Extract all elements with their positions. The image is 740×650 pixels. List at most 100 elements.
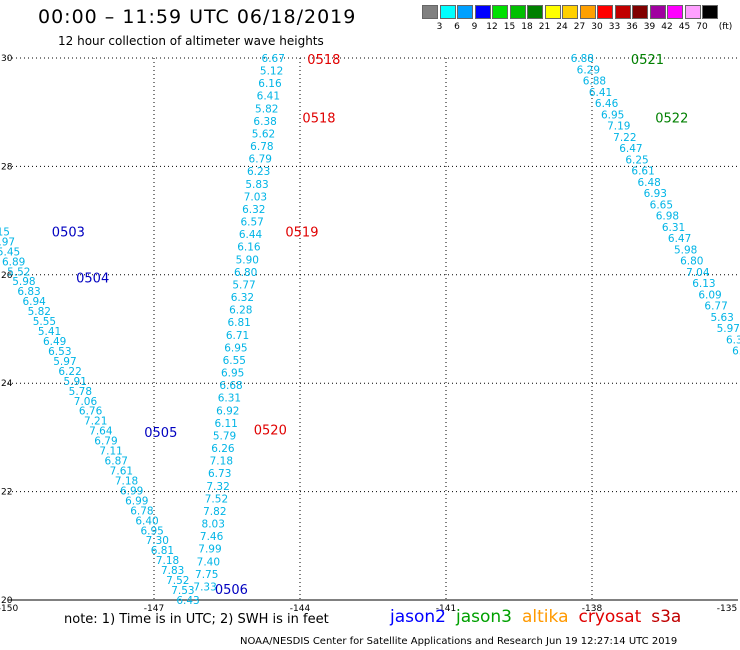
swh-value-label: 6.93 xyxy=(644,188,667,200)
legend-label: 21 xyxy=(538,22,551,32)
swh-value-label: 6.95 xyxy=(601,109,624,121)
legend-label: 33 xyxy=(608,22,621,32)
pass-number-label: 0505 xyxy=(144,426,177,441)
legend-swatch xyxy=(667,5,683,19)
lon-tick-label: -138 xyxy=(582,604,603,614)
swh-value-label: 6.46 xyxy=(595,98,619,110)
swh-value-label: 5.90 xyxy=(236,254,259,266)
legend-swatch xyxy=(544,5,561,19)
legend-swatch xyxy=(527,5,543,19)
swh-value-label: 6.81 xyxy=(227,317,250,329)
swh-value-label: 6.38 xyxy=(253,116,276,128)
swh-value-label: 6.67 xyxy=(262,53,285,65)
swh-value-label: 6.76 xyxy=(79,406,103,418)
footer-credit: NOAA/NESDIS Center for Satellite Applica… xyxy=(240,636,678,647)
swh-value-label: 6.94 xyxy=(22,296,46,308)
swh-value-label: 7.18 xyxy=(115,475,138,487)
swh-value-label: 7.03 xyxy=(244,191,267,203)
swh-value-label: 6.57 xyxy=(240,217,263,229)
swh-value-label: 6.95 xyxy=(221,368,244,380)
swh-value-label: 5.83 xyxy=(245,179,268,191)
track-b: 6.675.126.166.415.826.385.626.786.796.23… xyxy=(193,53,340,593)
lon-tick-label: -135 xyxy=(717,604,737,614)
note-text: note: 1) Time is in UTC; 2) SWH is in fe… xyxy=(64,612,329,627)
lat-tick-label: 30 xyxy=(1,54,13,64)
legend-label: 15 xyxy=(503,22,516,32)
swh-value-label: 5.79 xyxy=(213,430,236,442)
swh-value-label: 7.19 xyxy=(607,121,630,133)
swh-value-label: 6.44 xyxy=(239,229,263,241)
legend-swatch xyxy=(597,5,613,19)
swh-value-label: 6.16 xyxy=(258,78,282,90)
swh-value-label: 5.82 xyxy=(255,103,278,115)
legend-label: 6 xyxy=(454,22,460,32)
swh-value-label: 6.87 xyxy=(105,456,128,468)
pass-number-label: 0506 xyxy=(215,583,248,598)
swh-value-label: 6.13 xyxy=(692,278,715,290)
swh-value-label: 6.79 xyxy=(94,436,117,448)
legend-swatch xyxy=(457,5,473,19)
page-title: 00:00 – 11:59 UTC 06/18/2019 xyxy=(38,6,357,28)
lon-tick-label: -150 xyxy=(0,604,18,614)
lat-tick-label: 26 xyxy=(1,271,13,281)
lat-tick-label: 22 xyxy=(1,488,12,498)
swh-value-label: 5.15 xyxy=(0,226,10,238)
swh-value-label: 6.95 xyxy=(140,525,163,537)
swh-value-label: 6.16 xyxy=(237,242,261,254)
legend-label: 27 xyxy=(573,22,586,32)
swh-value-label: 6.29 xyxy=(577,64,600,76)
swh-value-label: 5.98 xyxy=(674,244,697,256)
swh-value-label: 7.06 xyxy=(74,396,98,408)
swh-value-label: 5.45 xyxy=(0,246,20,258)
swh-value-label: 6.79 xyxy=(249,154,272,166)
swh-value-label: 6.1 xyxy=(732,346,740,358)
swh-value-label: 6.40 xyxy=(135,515,158,527)
swh-value-label: 6.43 xyxy=(176,595,199,607)
swh-value-label: 6.98 xyxy=(656,211,679,223)
swh-value-label: 5.63 xyxy=(710,312,733,324)
legend-swatch xyxy=(509,5,526,19)
swh-value-label: 7.82 xyxy=(203,506,226,518)
swh-value-label: 6.65 xyxy=(650,199,673,211)
swh-value-label: 7.52 xyxy=(205,493,228,505)
swh-value-label: 6.88 xyxy=(583,76,606,88)
swh-value-label: 6.95 xyxy=(224,342,247,354)
swh-value-label: 5.77 xyxy=(232,279,255,291)
legend-label: 45 xyxy=(678,22,691,32)
swh-value-label: 6.47 xyxy=(668,233,691,245)
swh-value-label: 7.40 xyxy=(197,556,220,568)
legend-swatch xyxy=(439,5,456,19)
page-subtitle: 12 hour collection of altimeter wave hei… xyxy=(58,34,324,48)
legend-label: 30 xyxy=(591,22,603,32)
swh-value-label: 5.98 xyxy=(12,276,35,288)
legend-label: 3 xyxy=(436,22,443,32)
swh-value-label: 7.33 xyxy=(193,581,216,593)
swh-value-label: 6.99 xyxy=(125,495,148,507)
swh-value-label: 6.89 xyxy=(2,256,25,268)
swh-value-label: 6.53 xyxy=(48,346,71,358)
swh-value-label: 7.52 xyxy=(166,575,189,587)
legend-swatch xyxy=(702,5,718,19)
swh-value-label: 6.3 xyxy=(726,334,740,346)
swh-value-label: 6.41 xyxy=(257,91,280,103)
pass-number-label: 0520 xyxy=(254,423,287,438)
legend-swatch xyxy=(422,5,438,19)
swh-value-label: 6.49 xyxy=(43,336,66,348)
swh-value-label: 6.77 xyxy=(704,301,727,313)
mission-s3a: s3a xyxy=(651,607,682,627)
swh-value-label: 6.55 xyxy=(223,355,246,367)
swh-value-label: 6.32 xyxy=(242,204,265,216)
track-c: 6.886.296.886.416.466.957.197.226.476.25… xyxy=(571,53,740,358)
swh-value-label: 6.31 xyxy=(218,393,241,405)
swh-value-label: 6.71 xyxy=(226,330,249,342)
swh-value-label: 6.61 xyxy=(631,166,654,178)
swh-value-label: 6.81 xyxy=(151,545,174,557)
swh-value-label: 6.83 xyxy=(17,286,40,298)
swh-value-label: 6.41 xyxy=(589,87,612,99)
swh-value-label: 7.18 xyxy=(156,555,179,567)
swh-value-label: 6.11 xyxy=(214,418,237,430)
swh-value-label: 6.23 xyxy=(247,166,270,178)
swh-value-label: 6.88 xyxy=(571,53,594,65)
legend-label: 36 xyxy=(626,22,638,32)
legend-label: 42 xyxy=(661,22,673,32)
